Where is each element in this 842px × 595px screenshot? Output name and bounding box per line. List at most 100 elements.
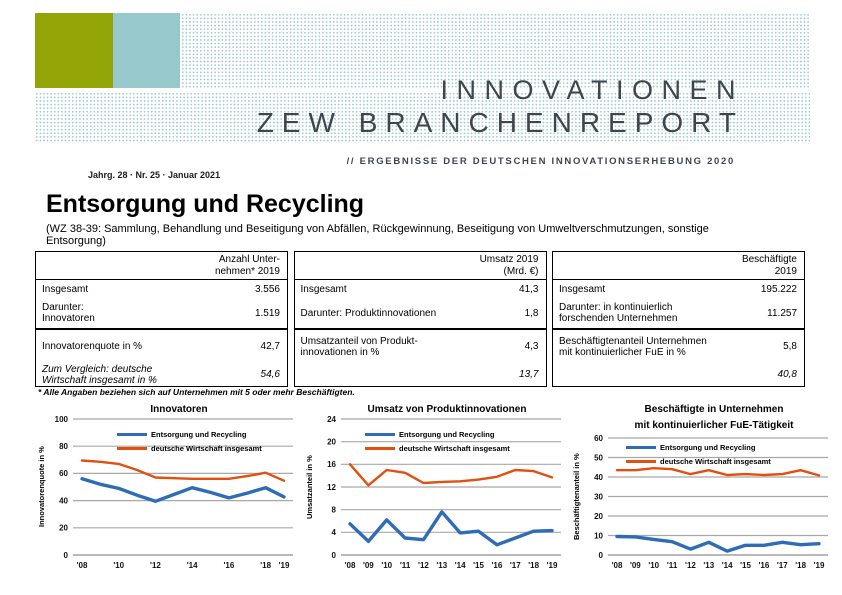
table-row: Darunter: Produktinnovationen 1,8 — [295, 298, 546, 328]
svg-text:'19: '19 — [547, 561, 558, 570]
table-row-value: 5,8 — [783, 341, 797, 352]
legend-swatch — [626, 459, 656, 463]
table-row: Zum Vergleich: deutsche Wirtschaft insges… — [36, 363, 287, 386]
svg-text:'10: '10 — [381, 561, 392, 570]
svg-text:8: 8 — [332, 505, 337, 514]
legend-label: Entsorgung und Recycling — [151, 429, 247, 439]
svg-text:40: 40 — [59, 496, 68, 505]
table-row-value: 13,7 — [519, 369, 539, 380]
legend-item: deutsche Wirtschaft insgesamt — [626, 454, 771, 468]
chart-plot: 0 20 40 60 80 100 '08 '10 '12 '14 '16 '18 '19 — [55, 415, 293, 570]
table-header-cell: Beschäftigte 2019 — [553, 252, 804, 280]
table-row: Umsatzanteil von Produkt-innovationen in… — [295, 330, 546, 363]
svg-text:'15: '15 — [473, 561, 484, 570]
chart-1: Innovatoren Innovatorenquote in % 0 20 40 60 8… — [35, 400, 303, 592]
svg-text:0: 0 — [599, 551, 604, 560]
table-row-value: 42,7 — [260, 341, 280, 352]
legend-swatch — [117, 446, 147, 450]
svg-text:0: 0 — [64, 551, 69, 560]
chart-title: Umsatz von Produktinnovationen — [367, 404, 527, 415]
svg-text:'11: '11 — [667, 561, 678, 570]
masthead-title-line2: ZEW BRANCHENREPORT — [256, 107, 744, 138]
table-row-label: Umsatzanteil von Produkt-innovationen in… — [300, 335, 418, 358]
svg-text:'16: '16 — [759, 561, 770, 570]
table-row: 40,8 — [553, 363, 804, 386]
svg-text:'14: '14 — [455, 561, 466, 570]
svg-text:'08: '08 — [612, 561, 623, 570]
svg-text:50: 50 — [594, 453, 603, 462]
legend-item: deutsche Wirtschaft insgesamt — [117, 441, 262, 455]
svg-text:'09: '09 — [363, 561, 374, 570]
svg-text:'13: '13 — [436, 561, 447, 570]
legend-item: Entsorgung und Recycling — [117, 427, 262, 441]
chart-legend: Entsorgung und Recycling deutsche Wirtsch… — [117, 427, 262, 455]
table-row: Beschäftigtenanteil Unternehmen mit konti… — [553, 330, 804, 363]
svg-text:80: 80 — [59, 442, 68, 451]
masthead-title: INNOVATIONEN ZEW BRANCHENREPORT — [257, 75, 744, 139]
svg-text:'17: '17 — [777, 561, 788, 570]
table-row-label: Insgesamt — [300, 283, 347, 295]
table-row-label: Innovatorenquote in % — [42, 341, 143, 352]
svg-text:'18: '18 — [260, 561, 271, 570]
series-line-2 — [348, 463, 554, 487]
legend-item: Entsorgung und Recycling — [365, 427, 510, 441]
sector-description: (WZ 38-39: Sammlung, Behandlung und Bese… — [46, 223, 709, 247]
table-row-value: 195.222 — [760, 283, 797, 295]
issue-info: Jahrg. 28 · Nr. 25 · Januar 2021 — [88, 170, 221, 180]
series-line-1 — [80, 477, 286, 504]
legend-swatch — [626, 445, 656, 449]
table-row: 13,7 — [295, 363, 546, 386]
svg-text:'11: '11 — [400, 561, 411, 570]
svg-text:30: 30 — [594, 492, 603, 501]
table-row-value: 54,6 — [260, 369, 280, 380]
table-row-value: 41,3 — [519, 283, 539, 295]
table-row-value: 11.257 — [767, 307, 797, 319]
table-row: Innovatorenquote in % 42,7 — [36, 330, 287, 363]
svg-text:'17: '17 — [510, 561, 521, 570]
chart-plot: 0 4 8 12 16 20 24 '08 '09 '10 '11 '12 '13 '14 '15 '16 '1… — [327, 415, 561, 570]
table-row: Insgesamt 195.222 — [553, 280, 804, 298]
table-row-label: Insgesamt — [559, 283, 606, 295]
svg-text:'18: '18 — [795, 561, 806, 570]
svg-text:'08: '08 — [345, 561, 356, 570]
table-row: Darunter: in kontinuierlich forschenden U… — [553, 298, 804, 328]
chart-legend: Entsorgung und Recycling deutsche Wirtsch… — [626, 440, 771, 468]
svg-text:'15: '15 — [740, 561, 751, 570]
stats-table: Anzahl Unter-nehmen* 2019 Insgesamt 3.556 D… — [35, 251, 805, 387]
table-group: Umsatz 2019 (Mrd. €) Insgesamt 41,3 Darunter… — [293, 251, 547, 387]
svg-text:24: 24 — [327, 415, 336, 424]
table-row-label: Insgesamt — [42, 283, 89, 295]
legend-label: deutsche Wirtschaft insgesamt — [151, 443, 262, 453]
table-header-cell: Umsatz 2019 (Mrd. €) — [294, 252, 546, 280]
svg-text:12: 12 — [327, 483, 336, 492]
chart-3: Beschäftigte in Unternehmen mit kontinuie… — [570, 400, 838, 592]
legend-item: Entsorgung und Recycling — [626, 440, 771, 454]
svg-text:16: 16 — [327, 460, 336, 469]
legend-label: Entsorgung und Recycling — [660, 442, 756, 452]
svg-text:60: 60 — [59, 469, 68, 478]
series-line-1 — [348, 510, 554, 547]
masthead-subtitle: // ERGEBNISSE DER DEUTSCHEN INNOVATIONSE… — [346, 156, 735, 167]
table-row-value: 4,3 — [524, 341, 539, 352]
series-line-2 — [80, 459, 286, 482]
masthead-title-line1: INNOVATIONEN — [440, 75, 744, 105]
table-row-value: 40,8 — [777, 369, 797, 380]
svg-text:'12: '12 — [685, 561, 696, 570]
table-row-label: Zum Vergleich: deutsche Wirtschaft insges… — [42, 363, 157, 386]
legend-swatch — [117, 432, 147, 436]
svg-text:'12: '12 — [150, 561, 161, 570]
chart-legend: Entsorgung und Recycling deutsche Wirtsch… — [365, 427, 510, 455]
legend-label: Entsorgung und Recycling — [399, 429, 495, 439]
svg-text:20: 20 — [59, 524, 68, 533]
chart-plot: 0 10 20 30 40 50 60 '08 '09 '10 '11 '12 '13 '14 '15 '16… — [594, 434, 828, 570]
svg-text:10: 10 — [594, 531, 603, 540]
svg-text:'13: '13 — [703, 561, 714, 570]
logo-blue-square — [113, 13, 180, 88]
chart-title: Innovatoren — [150, 404, 208, 415]
chart-title: mit kontinuierlicher FuE-Tätigkeit — [634, 420, 794, 431]
svg-text:20: 20 — [327, 437, 336, 446]
svg-text:'12: '12 — [418, 561, 429, 570]
chart-2: Umsatz von Produktinnovationen Umsatzante… — [303, 400, 571, 592]
svg-text:60: 60 — [594, 434, 603, 443]
